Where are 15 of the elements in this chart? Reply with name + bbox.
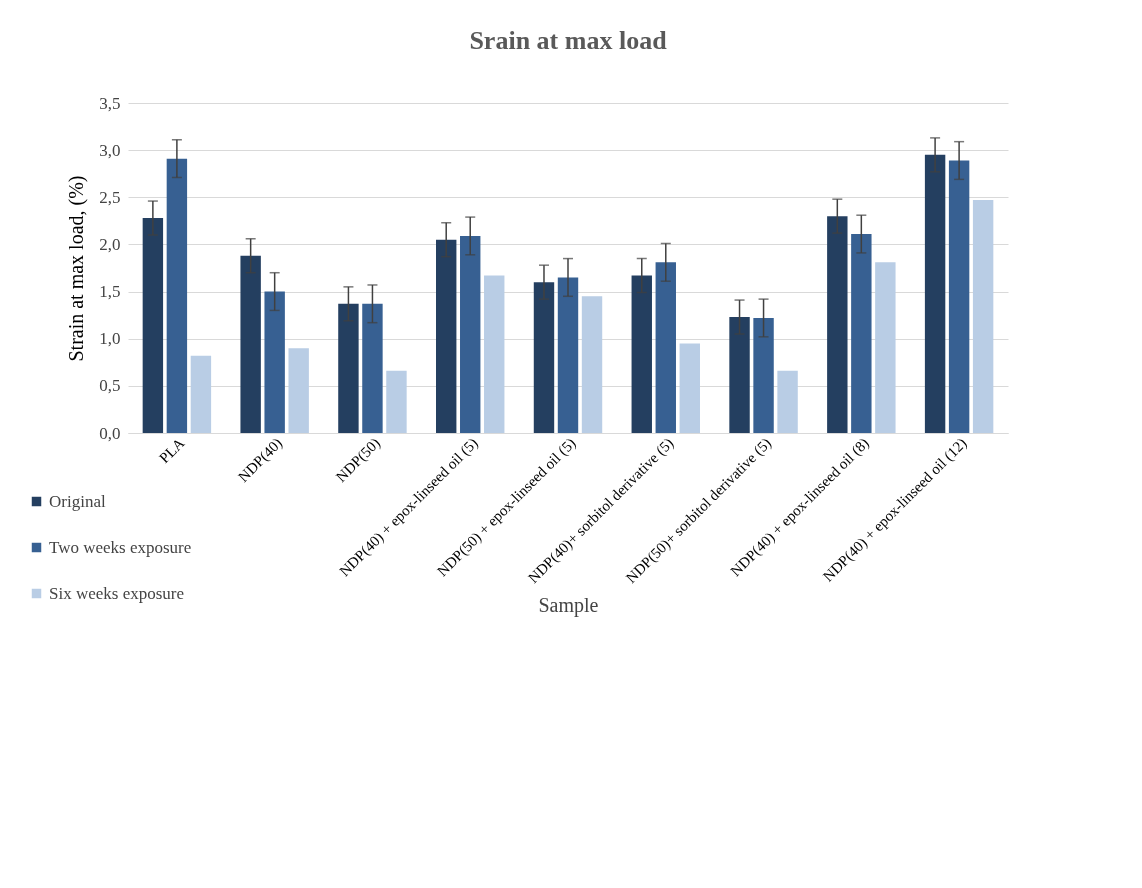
legend-label: Original [49,491,106,511]
chart-title: Srain at max load [469,26,668,55]
x-tick-label: PLA [156,434,188,467]
y-tick-label: 0,5 [99,376,121,396]
y-tick-label: 1,0 [99,329,121,349]
legend-label: Six weeks exposure [49,583,185,603]
legend-label: Two weeks exposure [49,537,192,557]
y-tick-label: 2,0 [99,234,121,254]
y-axis-title: Strain at max load, (%) [65,175,89,362]
y-tick-label: 2,5 [99,187,121,207]
y-tick-label: 3,0 [99,140,121,160]
y-tick-label: 1,5 [99,282,121,302]
y-tick-label: 0,0 [99,423,121,443]
y-tick-label: 3,5 [99,93,121,113]
x-axis-title: Sample [538,594,599,618]
